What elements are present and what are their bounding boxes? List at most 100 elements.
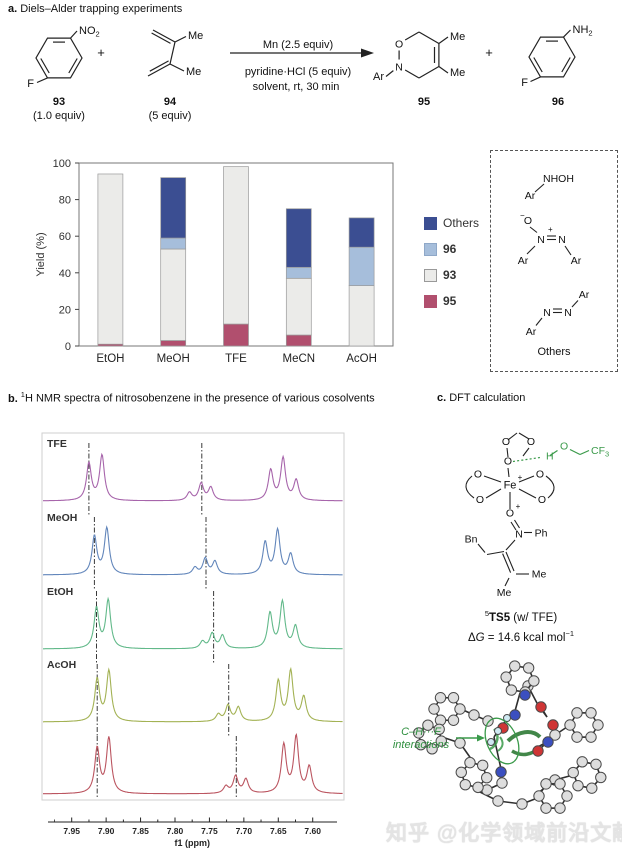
compound-id-95: 95 [418,96,430,108]
o-charge: + [516,502,521,511]
chart-legend: Others 96 93 95 [424,216,479,320]
plus-sign: + [485,45,493,60]
minus-charge: − [520,211,525,220]
nhoh-label: NHOH [543,173,574,185]
n-atom: N [515,529,523,541]
compound-id-96: 96 [552,96,564,108]
me-top-95: Me [450,31,465,43]
no2-label: NO2 [79,25,100,39]
equiv-93: (1.0 equiv) [33,110,85,122]
compound-id-93: 93 [53,96,65,108]
svg-text:100: 100 [53,158,71,170]
plus-sign: + [97,45,105,60]
compound-id-94: 94 [164,96,177,108]
svg-text:0: 0 [65,341,71,353]
azoxy-ar-right: Ar [571,255,582,267]
cf3-label: CF3 [591,445,609,459]
svg-text:AcOH: AcOH [346,353,377,365]
legend-item: Others [424,216,479,230]
azo-ar-bottom: Ar [526,326,537,338]
reaction-scheme: NO2 F + Me Me Mn (2.5 equiv) pyridine·HC… [27,24,593,122]
svg-text:MeOH: MeOH [47,512,77,524]
nh2-label: NH2 [573,24,593,38]
yield-bar-chart: 0 20 40 60 80 100 Yield (%) EtOH MeOH TFE MeCN AcOH [35,158,394,365]
svg-text:7.90: 7.90 [98,826,115,836]
bn-label: Bn [465,534,478,546]
others-box: NHOH Ar − O N + N Ar Ar N N Ar Ar Others [490,150,618,372]
svg-text:TFE: TFE [225,353,247,365]
fe-atom: Fe [504,480,517,492]
panel-a-label: a. [8,3,18,15]
panel-c-label: c. [437,392,447,404]
legend-label: 93 [443,268,457,282]
o-atom: O [506,508,514,520]
svg-text:60: 60 [59,231,71,243]
o-atom: O [502,436,510,448]
svg-text:f1 (ppm): f1 (ppm) [174,838,210,848]
me-bottom-95: Me [450,67,465,79]
svg-text:80: 80 [59,195,71,207]
legend-item: 95 [424,294,479,308]
others-structures: NHOH Ar − O N + N Ar Ar N N Ar Ar Others [518,173,590,358]
svg-text:7.70: 7.70 [236,826,253,836]
o-atom: O [476,494,484,506]
azoxy-n1: N [537,234,545,246]
dft-3d-model [413,660,607,814]
nmr-spectra-chart: TFE MeOH EtOH AcOH 7.95 7.90 7.85 7.80 7.75 7.70 7… [41,432,345,848]
legend-item: 93 [424,268,479,282]
svg-text:AcOH: AcOH [47,659,76,671]
me-top-94: Me [188,30,203,42]
svg-text:MeOH: MeOH [157,353,190,365]
legend-swatch [424,268,437,282]
azo-n1: N [543,307,551,319]
legend-swatch [424,294,437,308]
conditions-below-2: solvent, rt, 30 min [253,81,340,93]
o-atom: O [527,436,535,448]
dg-label: ΔG = 14.6 kcal mol−1 [467,628,575,644]
legend-label: 95 [443,294,457,308]
o-atom: O [474,469,482,481]
svg-text:40: 40 [59,268,71,280]
o-atom: O [504,456,512,468]
panel-b-label: b. [8,392,18,405]
azoxy-n2: N [558,234,566,246]
svg-text:7.65: 7.65 [270,826,287,836]
fe-charge: + [518,473,523,482]
svg-text:7.75: 7.75 [201,826,218,836]
interaction-label: C–H···F interactions [392,726,450,751]
others-box-label: Others [537,346,571,358]
o-atom-tfe: O [560,441,568,453]
azoxy-o: O [524,215,532,227]
svg-text:7.60: 7.60 [304,826,321,836]
plus-charge: + [548,225,553,234]
svg-text:20: 20 [59,304,71,316]
azo-ar-top: Ar [579,289,590,301]
o-atom: O [536,469,544,481]
ph-label: Ph [535,528,548,540]
svg-text:7.85: 7.85 [132,826,149,836]
legend-label: Others [443,216,480,230]
n-ring-95: N [395,61,403,73]
panel-a-title: a. Diels–Alder trapping experiments [8,3,183,15]
f-label-96: F [521,77,528,89]
conditions-above: Mn (2.5 equiv) [263,39,333,51]
ts-label-block: 5TS5 (w/ TFE) ΔG = 14.6 kcal mol−1 [420,606,622,646]
o-atom: O [538,494,546,506]
dft-structure: O O O O O O O Fe + O + N Ph Bn Me Me H O… [465,432,609,599]
me-label: Me [532,569,547,581]
h-atom-tfe: H [546,451,554,463]
svg-text:MeCN: MeCN [283,353,316,365]
f-label-93: F [27,78,34,90]
ar-label-95: Ar [373,71,384,83]
svg-text:EtOH: EtOH [96,353,124,365]
svg-text:Yield (%): Yield (%) [35,232,47,276]
o-ring-95: O [395,38,403,50]
legend-swatch [424,216,437,230]
watermark: 知乎 @化学领域前沿文献 [386,822,622,845]
legend-item: 96 [424,242,479,256]
panel-c-title: c. DFT calculation [437,392,526,404]
legend-swatch [424,242,437,256]
panel-b-title: b. 1H NMR spectra of nitrosobenzene in th… [8,390,375,405]
svg-text:7.95: 7.95 [63,826,80,836]
